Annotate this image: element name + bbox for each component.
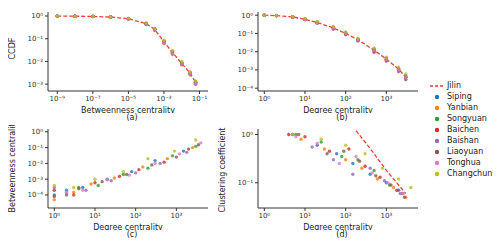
html-text:Tonghua: Tonghua [447,158,481,167]
html-text:Jilin: Jilin [447,81,462,90]
html-text:(b): (b) [336,113,348,122]
svg-text:Betweenness centrality: Betweenness centrality [81,106,175,113]
svg-text:10¹: 10¹ [89,212,101,220]
svg-text:10¹: 10¹ [299,212,311,220]
svg-text:Degree centrality: Degree centrality [303,106,373,113]
svg-text:10⁻³: 10⁻³ [28,81,44,89]
html-text:(c): (c) [126,230,138,239]
svg-text:10⁻³: 10⁻³ [238,66,254,74]
svg-text:10⁻⁹: 10⁻⁹ [50,95,66,103]
svg-text:10⁻²: 10⁻² [28,58,44,66]
html-text:Baishan: Baishan [447,136,479,145]
html-text:Siping: Siping [447,92,472,101]
svg-text:10⁻³: 10⁻³ [156,95,172,103]
svg-text:10²: 10² [130,212,142,220]
svg-text:10²: 10² [340,95,352,103]
svg-text:10⁰: 10⁰ [48,212,60,220]
svg-text:10⁰: 10⁰ [31,12,43,20]
svg-text:10⁻⁵: 10⁻⁵ [121,95,137,103]
svg-text:10⁻⁷: 10⁻⁷ [85,95,101,103]
html-text:Yanbian: Yanbian [447,103,478,112]
svg-text:10⁰: 10⁰ [241,12,253,20]
svg-text:10⁻²: 10⁻² [238,48,254,56]
svg-text:10²: 10² [340,212,352,220]
svg-text:10¹: 10¹ [299,95,311,103]
svg-text:10⁰: 10⁰ [258,95,270,103]
svg-text:10⁻¹: 10⁻¹ [28,144,44,152]
svg-text:10⁰: 10⁰ [31,128,43,136]
svg-text:10⁻⁴: 10⁻⁴ [238,85,254,93]
html-text:(d): (d) [336,230,348,239]
svg-text:Clustering coefficient: Clustering coefficient [218,127,227,212]
svg-text:10⁰: 10⁰ [258,212,270,220]
html-text:Baichen: Baichen [447,125,480,134]
html-text:(a): (a) [126,113,138,122]
svg-text:Degree centrality: Degree centrality [93,223,163,230]
svg-text:10³: 10³ [170,212,182,220]
html-text:Changchun: Changchun [447,169,493,178]
svg-text:10⁻²: 10⁻² [28,160,44,168]
html-text:Songyuan: Songyuan [447,114,487,123]
svg-text:10³: 10³ [380,95,392,103]
svg-text:10⁻¹: 10⁻¹ [238,179,254,187]
svg-text:10⁻¹: 10⁻¹ [238,30,254,38]
svg-text:10⁻¹: 10⁻¹ [28,35,44,43]
svg-text:10⁻⁴: 10⁻⁴ [28,191,44,199]
svg-text:CCDF: CCDF [8,37,17,59]
svg-text:10³: 10³ [380,212,392,220]
svg-text:10⁻³: 10⁻³ [28,176,44,184]
svg-text:Betweenness centrality: Betweenness centrality [8,125,17,213]
svg-text:Degree centrality: Degree centrality [303,223,373,230]
html-text:Liaoyuan: Liaoyuan [447,147,484,156]
svg-text:10⁻¹: 10⁻¹ [192,95,208,103]
svg-text:10⁰: 10⁰ [241,131,253,139]
